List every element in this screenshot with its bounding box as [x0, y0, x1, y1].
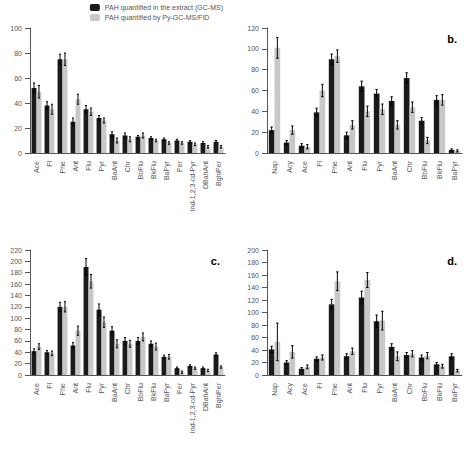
svg-text:PAH quantified in the extract: PAH quantified in the extract (GC-MS) [105, 4, 223, 12]
svg-text:Ind-1,2,3-cd-Pyr: Ind-1,2,3-cd-Pyr [189, 382, 197, 433]
svg-text:60: 60 [251, 334, 259, 341]
svg-text:100: 100 [247, 45, 259, 52]
svg-text:Ant: Ant [72, 161, 79, 172]
svg-text:BbFlu: BbFlu [137, 383, 144, 401]
svg-text:Ind-1,2,3-cd-Pyr: Ind-1,2,3-cd-Pyr [189, 160, 197, 211]
svg-text:Ant: Ant [346, 161, 353, 172]
svg-text:BkFlu: BkFlu [436, 383, 443, 401]
svg-text:BaPyr: BaPyr [163, 160, 171, 180]
svg-text:DBahAnt: DBahAnt [202, 161, 209, 189]
svg-text:BkFlu: BkFlu [436, 161, 443, 179]
svg-text:0: 0 [18, 150, 22, 157]
svg-text:Phe: Phe [59, 383, 66, 396]
svg-text:Chr: Chr [124, 382, 131, 394]
svg-text:60: 60 [251, 87, 259, 94]
svg-text:Flu: Flu [361, 161, 368, 171]
svg-text:Fl: Fl [46, 161, 53, 167]
svg-text:Per: Per [176, 382, 183, 394]
svg-text:b.: b. [447, 33, 457, 45]
svg-text:200: 200 [10, 258, 22, 265]
svg-text:Chr: Chr [406, 160, 413, 172]
svg-text:Fl: Fl [316, 161, 323, 167]
svg-text:120: 120 [247, 297, 259, 304]
svg-text:Ace: Ace [301, 161, 308, 173]
svg-text:Flu: Flu [85, 161, 92, 171]
svg-text:20: 20 [251, 359, 259, 366]
svg-text:Fl: Fl [46, 383, 53, 389]
svg-text:d.: d. [447, 255, 457, 267]
svg-text:Nap: Nap [271, 383, 279, 396]
svg-text:Ace: Ace [301, 383, 308, 395]
svg-text:Chr: Chr [406, 382, 413, 394]
svg-text:140: 140 [10, 292, 22, 299]
svg-text:0: 0 [255, 372, 259, 379]
svg-text:BbFlu: BbFlu [137, 161, 144, 179]
svg-text:BaAnt: BaAnt [111, 383, 118, 402]
svg-text:40: 40 [251, 108, 259, 115]
svg-text:BkFlu: BkFlu [150, 383, 157, 401]
svg-text:Pyr: Pyr [376, 160, 384, 171]
svg-text:40: 40 [14, 100, 22, 107]
svg-text:Pyr: Pyr [376, 382, 384, 393]
svg-text:c.: c. [211, 255, 220, 267]
svg-text:80: 80 [251, 322, 259, 329]
svg-text:Flu: Flu [85, 383, 92, 393]
svg-text:Acy: Acy [286, 383, 294, 395]
svg-text:Ace: Ace [33, 161, 40, 173]
svg-text:0: 0 [255, 150, 259, 157]
svg-text:180: 180 [247, 259, 259, 266]
svg-text:120: 120 [10, 303, 22, 310]
svg-text:20: 20 [251, 129, 259, 136]
svg-text:Pyr: Pyr [98, 160, 106, 171]
svg-text:180: 180 [10, 269, 22, 276]
svg-text:120: 120 [247, 25, 259, 32]
svg-text:80: 80 [14, 326, 22, 333]
svg-text:BbFlu: BbFlu [421, 161, 428, 179]
svg-text:Pyr: Pyr [98, 382, 106, 393]
svg-text:160: 160 [10, 281, 22, 288]
svg-text:60: 60 [14, 337, 22, 344]
svg-text:Acy: Acy [286, 161, 294, 173]
svg-text:160: 160 [247, 272, 259, 279]
svg-text:BaPyr: BaPyr [451, 382, 459, 402]
svg-text:BghiPer: BghiPer [215, 382, 223, 408]
svg-text:220: 220 [10, 247, 22, 254]
svg-text:BaAnt: BaAnt [391, 383, 398, 402]
svg-text:40: 40 [251, 347, 259, 354]
svg-text:100: 100 [10, 25, 22, 32]
svg-text:Ant: Ant [72, 383, 79, 394]
svg-text:Ace: Ace [33, 383, 40, 395]
svg-text:Nap: Nap [271, 161, 279, 174]
svg-text:140: 140 [247, 284, 259, 291]
svg-text:60: 60 [14, 75, 22, 82]
svg-text:80: 80 [14, 50, 22, 57]
svg-text:20: 20 [14, 360, 22, 367]
svg-text:BbFlu: BbFlu [421, 383, 428, 401]
svg-text:20: 20 [14, 125, 22, 132]
svg-text:PAH quantified by Py-GC-MS/FID: PAH quantified by Py-GC-MS/FID [105, 14, 210, 22]
svg-text:BaAnt: BaAnt [111, 161, 118, 180]
svg-text:BaPyr: BaPyr [451, 160, 459, 180]
svg-text:Phe: Phe [331, 161, 338, 174]
svg-text:BghiPer: BghiPer [215, 160, 223, 186]
svg-text:Fl: Fl [316, 383, 323, 389]
svg-text:0: 0 [18, 372, 22, 379]
svg-text:40: 40 [14, 349, 22, 356]
svg-text:80: 80 [251, 66, 259, 73]
svg-text:Chr: Chr [124, 160, 131, 172]
svg-text:DBahAnt: DBahAnt [202, 383, 209, 411]
svg-text:Flu: Flu [361, 383, 368, 393]
svg-text:BaPyr: BaPyr [163, 382, 171, 402]
svg-text:BaAnt: BaAnt [391, 161, 398, 180]
svg-text:Phe: Phe [331, 383, 338, 396]
svg-text:BkFlu: BkFlu [150, 161, 157, 179]
svg-text:100: 100 [247, 309, 259, 316]
svg-text:Per: Per [176, 160, 183, 172]
svg-text:Phe: Phe [59, 161, 66, 174]
svg-text:Ant: Ant [346, 383, 353, 394]
svg-text:100: 100 [10, 315, 22, 322]
svg-text:200: 200 [247, 247, 259, 254]
